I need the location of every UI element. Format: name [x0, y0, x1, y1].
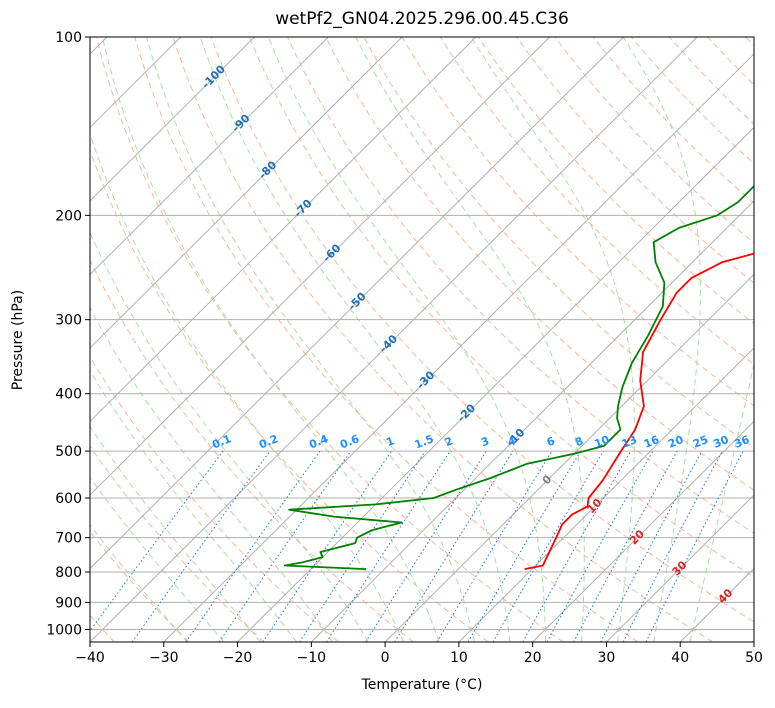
- isotherm-line: [458, 347, 754, 642]
- isotherm-line: [90, 37, 255, 202]
- background-lines: [0, 37, 754, 642]
- dry-adiabat: [96, 37, 564, 642]
- moist-adiabat: [90, 306, 333, 642]
- mixing-ratio-line: [436, 450, 553, 642]
- moist-adiabat: [102, 37, 440, 642]
- isotherm-line: [90, 37, 624, 570]
- mixing-ratio-label: 1: [384, 434, 396, 449]
- x-tick-label: 50: [745, 650, 763, 666]
- mixing-ratio-label: 13: [620, 433, 639, 451]
- isotherm-line: [90, 37, 550, 496]
- profile-lines: [283, 184, 754, 570]
- plot-frame: [89, 36, 755, 643]
- isotherm-line: [90, 37, 477, 423]
- moist-adiabat: [146, 37, 475, 642]
- temperature-profile: [524, 252, 754, 570]
- mixing-ratio-line: [522, 450, 632, 642]
- y-tick-label: 800: [55, 565, 82, 581]
- moist-adiabat: [267, 37, 547, 642]
- moist-adiabat: [200, 37, 511, 642]
- y-tick-label: 100: [55, 30, 82, 46]
- mixing-ratio-line: [131, 450, 271, 642]
- mixing-ratio-line: [467, 450, 582, 642]
- dry-adiabat: [0, 37, 39, 642]
- mixing-ratio-line: [325, 450, 451, 642]
- isotherm-line: [163, 53, 754, 642]
- moist-adiabat: [689, 361, 754, 642]
- dry-adiabat: [516, 37, 754, 284]
- dry-adiabat: [248, 37, 754, 578]
- mixing-ratio-line: [546, 450, 654, 642]
- x-tick-label: −30: [149, 650, 179, 666]
- dry-adiabat: [630, 37, 754, 165]
- mixing-ratio-line: [218, 450, 352, 642]
- dry-adiabat: [401, 37, 754, 407]
- moist-adiabat: [622, 37, 701, 642]
- mixing-ratio-line: [365, 450, 487, 642]
- isotherm-line: [310, 200, 754, 642]
- y-tick-label: 400: [55, 387, 82, 403]
- isotherm-line: [237, 126, 754, 642]
- dry-adiabat: [477, 37, 754, 325]
- y-tick-label: 900: [55, 595, 82, 611]
- mixing-ratio-label: 20: [666, 433, 685, 451]
- mixing-ratio-label: 2: [443, 434, 455, 449]
- y-tick-label: 200: [55, 208, 82, 224]
- isotherm-line: [384, 273, 754, 642]
- y-tick-label: 1000: [46, 622, 82, 638]
- isotherm-line: [753, 641, 754, 642]
- x-tick-label: 0: [381, 650, 390, 666]
- x-tick-label: −40: [75, 650, 105, 666]
- y-tick-label: 500: [55, 444, 82, 460]
- isotherm-line: [606, 494, 754, 642]
- mixing-ratio-label: 25: [691, 433, 710, 451]
- x-axis-label: Temperature (°C): [361, 677, 483, 693]
- isotherm-line: [0, 37, 33, 642]
- moist-adiabat: [90, 524, 188, 642]
- moist-adiabat: [90, 425, 261, 642]
- x-tick-label: −20: [223, 650, 253, 666]
- mixing-ratio-line: [492, 450, 604, 642]
- moist-adiabat: [90, 132, 405, 642]
- y-tick-label: 700: [55, 531, 82, 547]
- mixing-ratio-label: 10: [592, 433, 611, 451]
- mixing-ratio-label: 16: [642, 433, 661, 451]
- axes: −40 −30 −20 −10 0 10 20 30 40 50 100 200 300 400 500 60…: [46, 30, 763, 666]
- dry-adiabat: [90, 259, 414, 642]
- y-tick-label: 600: [55, 491, 82, 507]
- mixing-ratio-label: 30: [712, 433, 731, 451]
- moist-adiabat: [90, 231, 369, 642]
- mixing-ratio-label: 8: [573, 434, 585, 449]
- plot-area: [90, 37, 754, 642]
- x-tick-label: 30: [598, 650, 616, 666]
- mixing-ratio-line: [573, 450, 678, 642]
- isotherm-line: [532, 420, 754, 642]
- chart-title: wetPf2_GN04.2025.296.00.45.C36: [275, 9, 569, 29]
- isotherm-line: [90, 37, 403, 349]
- dry-adiabat: [325, 37, 754, 491]
- x-tick-label: 20: [524, 650, 542, 666]
- dry-adiabat: [134, 37, 639, 642]
- mixing-ratio-line: [185, 450, 321, 642]
- dry-adiabat: [90, 445, 265, 642]
- moist-adiabat: [355, 37, 585, 642]
- dry-adiabat: [210, 37, 754, 623]
- x-tick-label: 10: [450, 650, 468, 666]
- isotherm-line: [90, 37, 698, 642]
- mixing-ratio-line: [394, 450, 514, 642]
- moist-adiabat: [90, 369, 297, 642]
- dewpoint-profile: [283, 184, 754, 570]
- isotherm-line: [90, 37, 329, 276]
- x-tick-label: 40: [671, 650, 689, 666]
- y-tick-label: 300: [55, 313, 82, 329]
- mixing-ratio-label: 3: [479, 434, 491, 449]
- x-tick-label: −10: [297, 650, 327, 666]
- moist-adiabat: [90, 476, 225, 642]
- mixing-ratio-label: 36: [732, 433, 751, 451]
